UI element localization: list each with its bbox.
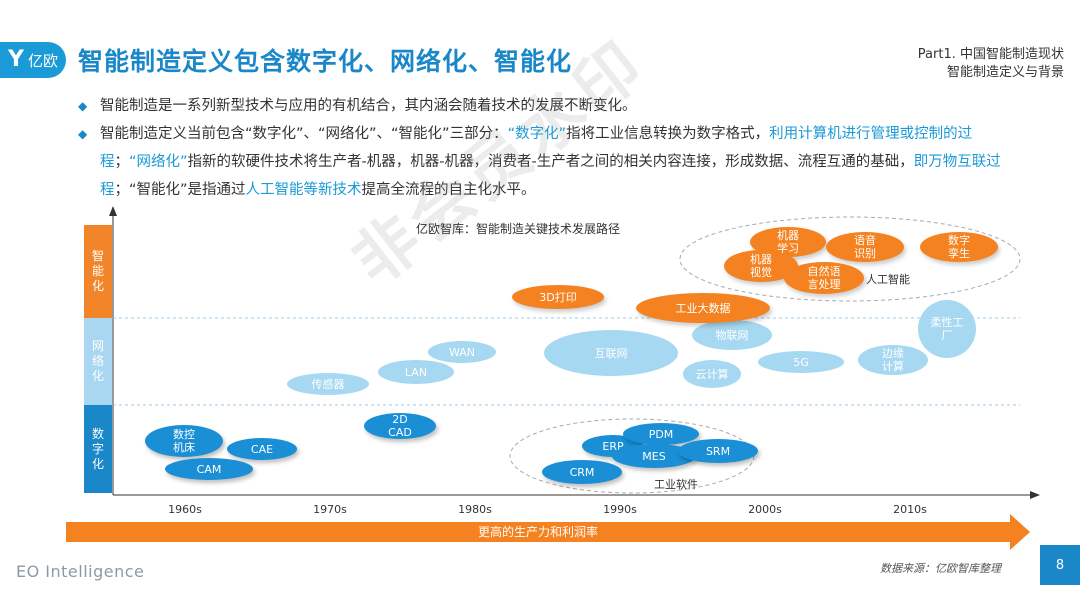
band-intelligent: 智能化 xyxy=(84,225,112,318)
node-2d-cad: 2D CAD xyxy=(364,413,436,439)
logo: Y 亿欧 xyxy=(0,42,66,78)
logo-text: 亿欧 xyxy=(28,52,59,70)
arrow-head-icon xyxy=(1010,514,1030,550)
highlight-text: 人工智能等新技术 xyxy=(245,182,362,198)
bullet-text: ； xyxy=(114,154,130,170)
node-digital-twin: 数字孪生 xyxy=(920,232,998,262)
band-networked: 网络化 xyxy=(84,318,112,405)
diamond-icon: ◆ xyxy=(78,127,88,141)
bullet-list: ◆ 智能制造是一系列新型技术与应用的有机结合，其内涵会随着技术的发展不断变化。 … xyxy=(78,92,1018,204)
bullet-text: ；“智能化”是指通过 xyxy=(114,182,246,198)
bullet-text: 指新的软硬件技术将生产者-机器，机器-机器，消费者-生产者之间的相关内容连接，形… xyxy=(187,154,914,170)
node-wan: WAN xyxy=(428,341,496,363)
node-nc-machine: 数控机床 xyxy=(145,425,223,457)
bullet-item: ◆ 智能制造定义当前包含“数字化”、“网络化”、“智能化”三部分：“数字化”指将… xyxy=(78,120,1018,204)
diamond-icon: ◆ xyxy=(78,99,88,113)
y-axis-arrow xyxy=(109,206,117,216)
node-cae: CAE xyxy=(227,438,297,460)
diagram-title: 亿欧智库：智能制造关键技术发展路径 xyxy=(416,222,621,236)
node-industrial-big-data: 工业大数据 xyxy=(636,293,770,323)
node-sensor: 传感器 xyxy=(287,373,369,395)
highlight-text: 即万物互联过程 xyxy=(100,154,1001,198)
node-nlp: 自然语言处理 xyxy=(784,262,864,294)
node-mes: MES xyxy=(612,444,696,468)
page-title: 智能制造定义包含数字化、网络化、智能化 xyxy=(78,47,573,76)
node-edge-computing: 边缘计算 xyxy=(858,345,928,375)
x-tick: 1960s xyxy=(168,503,202,516)
page-number: 8 xyxy=(1040,545,1080,585)
group-label-software: 工业软件 xyxy=(654,478,698,491)
footer-brand: EO Intelligence xyxy=(16,562,145,581)
node-flexible-factory: 柔性工厂 xyxy=(918,300,976,358)
productivity-arrow-label: 更高的生产力和利润率 xyxy=(477,525,598,539)
x-tick: 1980s xyxy=(458,503,492,516)
logo-mark: Y xyxy=(8,47,24,72)
section-label: Part1. 中国智能制造现状 智能制造定义与背景 xyxy=(918,46,1064,82)
node-crm: CRM xyxy=(542,460,622,484)
node-cloud: 云计算 xyxy=(683,360,741,388)
node-3d-printing: 3D打印 xyxy=(512,285,604,309)
node-speech-recognition: 语音识别 xyxy=(826,232,904,262)
data-source: 数据来源：亿欧智库整理 xyxy=(880,562,1001,575)
x-tick: 1970s xyxy=(313,503,347,516)
node-cam: CAM xyxy=(165,458,253,480)
x-tick: 2010s xyxy=(893,503,927,516)
ai-group-outline xyxy=(679,216,1021,302)
x-axis-arrow xyxy=(1030,491,1040,499)
highlight-text: “数字化” xyxy=(507,126,567,142)
bullet-text: 提高全流程的自主化水平。 xyxy=(361,182,536,198)
highlight-text: 利用计算机进行管理或控制的过程 xyxy=(100,126,973,170)
node-5g: 5G xyxy=(758,351,844,373)
node-lan: LAN xyxy=(378,360,454,384)
node-iot: 物联网 xyxy=(692,320,772,350)
x-tick: 2000s xyxy=(748,503,782,516)
section-part: Part1. 中国智能制造现状 xyxy=(917,47,1064,62)
node-internet: 互联网 xyxy=(544,330,678,376)
bullet-text: 智能制造定义当前包含“数字化”、“网络化”、“智能化”三部分： xyxy=(100,126,508,142)
group-label-ai: 人工智能 xyxy=(866,273,910,286)
node-srm: SRM xyxy=(678,439,758,463)
x-tick: 1990s xyxy=(603,503,637,516)
band-digital: 数字化 xyxy=(84,405,112,493)
section-subtitle: 智能制造定义与背景 xyxy=(946,65,1064,80)
highlight-text: “网络化” xyxy=(129,154,188,170)
bullet-text: 指将工业信息转换为数字格式， xyxy=(566,126,770,142)
bullet-item: ◆ 智能制造是一系列新型技术与应用的有机结合，其内涵会随着技术的发展不断变化。 xyxy=(78,92,1018,120)
bullet-text: 智能制造是一系列新型技术与应用的有机结合，其内涵会随着技术的发展不断变化。 xyxy=(100,98,637,114)
productivity-arrow xyxy=(66,522,1010,542)
node-pdm: PDM xyxy=(623,423,699,445)
